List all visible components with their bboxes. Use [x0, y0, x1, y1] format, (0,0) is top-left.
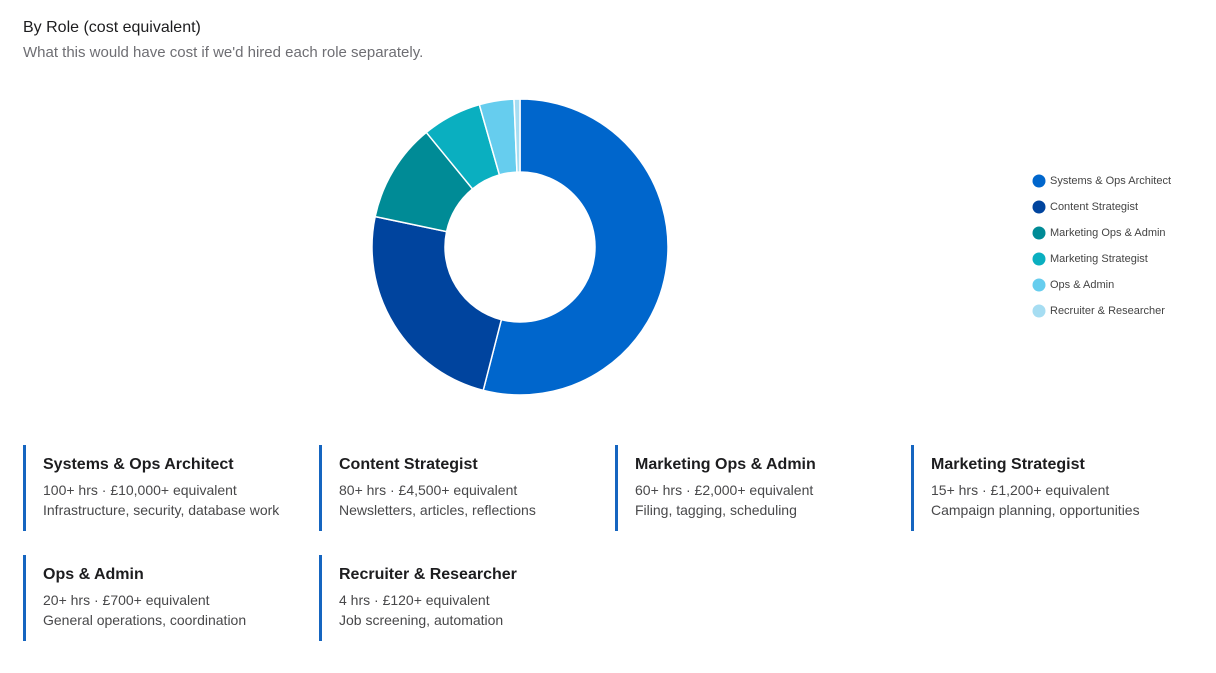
- card-description: Newsletters, articles, reflections: [339, 502, 536, 518]
- legend-label: Marketing Strategist: [1050, 253, 1148, 265]
- card-description: Infrastructure, security, database work: [43, 502, 280, 518]
- card-description: General operations, coordination: [43, 612, 247, 628]
- donut-slice: [513, 98, 521, 173]
- card-title: Content Strategist: [339, 456, 478, 473]
- donut-slice: [371, 215, 503, 392]
- legend-label: Content Strategist: [1050, 201, 1138, 213]
- role-card: Ops & Admin 20+ hrs · £700+ equivalent Gen…: [23, 555, 293, 641]
- legend-swatch: [1032, 226, 1046, 240]
- card-description: Filing, tagging, scheduling: [635, 502, 797, 518]
- card-detail: 80+ hrs · £4,500+ equivalent: [339, 482, 518, 498]
- legend-label: Marketing Ops & Admin: [1050, 227, 1166, 239]
- chart-subtitle: What this would have cost if we'd hired …: [23, 44, 424, 61]
- legend-swatch: [1032, 200, 1046, 214]
- legend-label: Systems & Ops Architect: [1050, 175, 1171, 187]
- legend-swatch: [1032, 174, 1046, 188]
- legend-swatch: [1032, 304, 1046, 318]
- card-title: Systems & Ops Architect: [43, 456, 234, 473]
- card-detail: 15+ hrs · £1,200+ equivalent: [931, 482, 1110, 498]
- card-title: Marketing Ops & Admin: [635, 456, 816, 473]
- card-detail: 100+ hrs · £10,000+ equivalent: [43, 482, 237, 498]
- card-detail: 20+ hrs · £700+ equivalent: [43, 592, 210, 608]
- role-card: Marketing Strategist 15+ hrs · £1,200+ eq…: [911, 445, 1181, 531]
- legend-label: Recruiter & Researcher: [1050, 305, 1165, 317]
- card-title: Ops & Admin: [43, 566, 144, 583]
- card-description: Job screening, automation: [339, 612, 504, 628]
- card-description: Campaign planning, opportunities: [931, 502, 1140, 518]
- chart: Systems & Ops Architect Content Strategis…: [371, 98, 1171, 396]
- card-title: Marketing Strategist: [931, 456, 1085, 473]
- role-card: Recruiter & Researcher 4 hrs · £120+ equi…: [319, 555, 589, 641]
- donut-slice: [482, 98, 669, 396]
- role-card: Marketing Ops & Admin 60+ hrs · £2,000+ e…: [615, 445, 885, 531]
- role-card: Content Strategist 80+ hrs · £4,500+ equi…: [319, 445, 589, 531]
- card-detail: 60+ hrs · £2,000+ equivalent: [635, 482, 814, 498]
- role-card: Systems & Ops Architect 100+ hrs · £10,00…: [23, 445, 293, 531]
- legend-swatch: [1032, 278, 1046, 292]
- chart-title: By Role (cost equivalent): [23, 19, 201, 36]
- card-title: Recruiter & Researcher: [339, 566, 517, 583]
- legend-swatch: [1032, 252, 1046, 266]
- legend-label: Ops & Admin: [1050, 279, 1114, 291]
- card-detail: 4 hrs · £120+ equivalent: [339, 592, 490, 608]
